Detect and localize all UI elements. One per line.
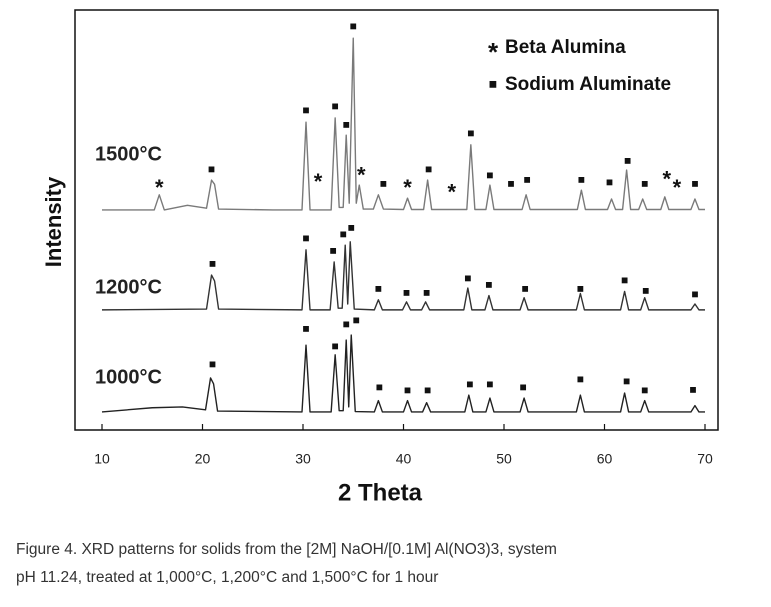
- sodium-aluminate-marker: ■: [376, 380, 383, 394]
- y-axis-label: Intensity: [41, 176, 66, 267]
- sodium-aluminate-marker: ■: [302, 321, 309, 335]
- beta-alumina-marker: *: [314, 169, 323, 194]
- sodium-aluminate-marker: ■: [343, 118, 350, 132]
- x-tick-label: 40: [396, 451, 412, 467]
- x-axis-label: 2 Theta: [338, 479, 423, 506]
- sodium-aluminate-marker: ■: [375, 281, 382, 295]
- sodium-aluminate-marker: ■: [209, 357, 216, 371]
- sodium-aluminate-marker: ■: [330, 244, 337, 258]
- sodium-aluminate-marker: ■: [380, 176, 387, 190]
- sodium-aluminate-marker: ■: [353, 313, 360, 327]
- sodium-aluminate-marker: ■: [343, 317, 350, 331]
- x-tick-label: 50: [496, 451, 512, 467]
- caption-line: pH 11.24, treated at 1,000°C, 1,200°C an…: [16, 569, 438, 586]
- sodium-aluminate-marker: ■: [521, 281, 528, 295]
- sodium-aluminate-marker: ■: [424, 383, 431, 397]
- sodium-aluminate-marker: ■: [332, 99, 339, 113]
- x-tick-label: 70: [697, 451, 713, 467]
- sodium-aluminate-marker: ■: [486, 168, 493, 182]
- sodium-aluminate-marker: ■: [302, 231, 309, 245]
- x-tick-label: 60: [597, 451, 613, 467]
- beta-alumina-marker: *: [673, 175, 682, 200]
- sodium-aluminate-marker: ■: [350, 19, 357, 33]
- sodium-aluminate-marker: ■: [624, 153, 631, 167]
- sodium-aluminate-marker: ■: [467, 126, 474, 140]
- sodium-aluminate-marker: ■: [425, 162, 432, 176]
- sodium-aluminate-marker: ■: [466, 377, 473, 391]
- xrd-trace: [101, 334, 705, 413]
- sodium-aluminate-marker: ■: [332, 339, 339, 353]
- sodium-aluminate-marker: ■: [691, 176, 698, 190]
- sodium-aluminate-marker: ■: [691, 287, 698, 301]
- sodium-aluminate-marker: ■: [507, 176, 514, 190]
- sodium-aluminate-marker: ■: [208, 162, 215, 176]
- beta-alumina-marker: *: [403, 175, 412, 200]
- xrd-trace: [101, 241, 705, 311]
- beta-alumina-marker: *: [663, 167, 672, 192]
- sodium-aluminate-marker: ■: [623, 374, 630, 388]
- beta-alumina-marker: *: [155, 175, 164, 200]
- sodium-aluminate-marker: ■: [621, 273, 628, 287]
- beta-alumina-marker: *: [447, 179, 456, 204]
- x-tick-label: 30: [295, 451, 311, 467]
- sodium-aluminate-marker: ■: [302, 103, 309, 117]
- sodium-aluminate-marker: ■: [464, 271, 471, 285]
- sodium-aluminate-marker: ■: [348, 221, 355, 235]
- sodium-aluminate-marker: ■: [641, 383, 648, 397]
- caption-line: Figure 4. XRD patterns for solids from t…: [16, 541, 557, 558]
- sodium-aluminate-marker: ■: [404, 383, 411, 397]
- legend-symbol: ■: [489, 76, 497, 92]
- series-label: 1500°C: [95, 143, 162, 165]
- sodium-aluminate-marker: ■: [485, 277, 492, 291]
- sodium-aluminate-marker: ■: [403, 286, 410, 300]
- xrd-trace: [102, 37, 705, 211]
- x-tick-label: 20: [195, 451, 211, 467]
- sodium-aluminate-marker: ■: [340, 227, 347, 241]
- beta-alumina-marker: *: [357, 163, 366, 188]
- sodium-aluminate-marker: ■: [578, 172, 585, 186]
- sodium-aluminate-marker: ■: [523, 172, 530, 186]
- sodium-aluminate-marker: ■: [209, 256, 216, 270]
- sodium-aluminate-marker: ■: [641, 176, 648, 190]
- sodium-aluminate-marker: ■: [577, 372, 584, 386]
- series-label: 1200°C: [95, 276, 162, 298]
- legend-label: Sodium Aluminate: [505, 74, 671, 95]
- sodium-aluminate-marker: ■: [519, 380, 526, 394]
- series-label: 1000°C: [95, 366, 162, 388]
- sodium-aluminate-marker: ■: [577, 281, 584, 295]
- plot-frame: [74, 9, 719, 431]
- legend-symbol: *: [488, 37, 499, 67]
- sodium-aluminate-marker: ■: [642, 284, 649, 298]
- sodium-aluminate-marker: ■: [606, 175, 613, 189]
- legend-label: Beta Alumina: [505, 37, 626, 58]
- sodium-aluminate-marker: ■: [689, 382, 696, 396]
- sodium-aluminate-marker: ■: [486, 377, 493, 391]
- x-tick-label: 10: [94, 451, 110, 467]
- sodium-aluminate-marker: ■: [423, 286, 430, 300]
